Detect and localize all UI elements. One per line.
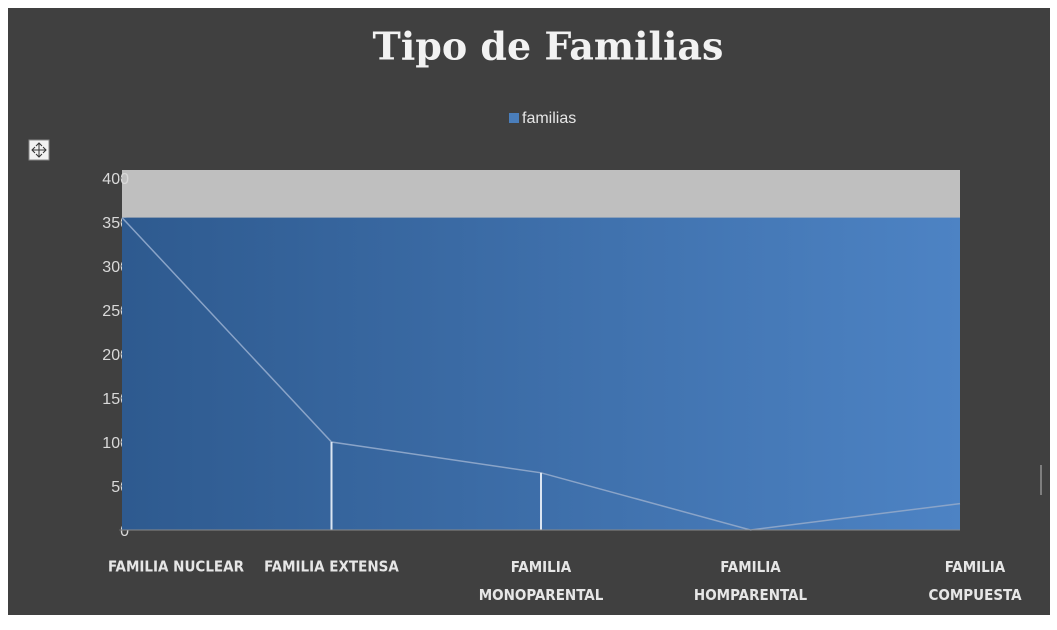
x-tick-label: FAMILIA HOMPARENTAL: [694, 558, 808, 604]
legend-label: familias: [522, 110, 576, 127]
move-handle[interactable]: [28, 139, 50, 161]
x-tick-label: FAMILIA COMPUESTA: [928, 558, 1022, 604]
y-tick-label: 400: [102, 171, 129, 188]
label-line: HOMPARENTAL: [694, 586, 808, 604]
label-line: FAMILIA: [945, 558, 1006, 576]
label-line: FAMILIA: [720, 558, 781, 576]
y-tick-label: 0: [120, 523, 129, 540]
label-line: FAMILIA: [511, 558, 572, 576]
chart-title: Tipo de Familias: [373, 24, 724, 69]
label-line: MONOPARENTAL: [479, 586, 604, 604]
legend-swatch: [509, 113, 519, 123]
label-line: COMPUESTA: [928, 586, 1022, 604]
x-tick-label: FAMILIA EXTENSA: [264, 558, 399, 576]
x-tick-label: FAMILIA NUCLEAR: [108, 558, 245, 576]
x-tick-label: FAMILIA MONOPARENTAL: [479, 558, 604, 604]
